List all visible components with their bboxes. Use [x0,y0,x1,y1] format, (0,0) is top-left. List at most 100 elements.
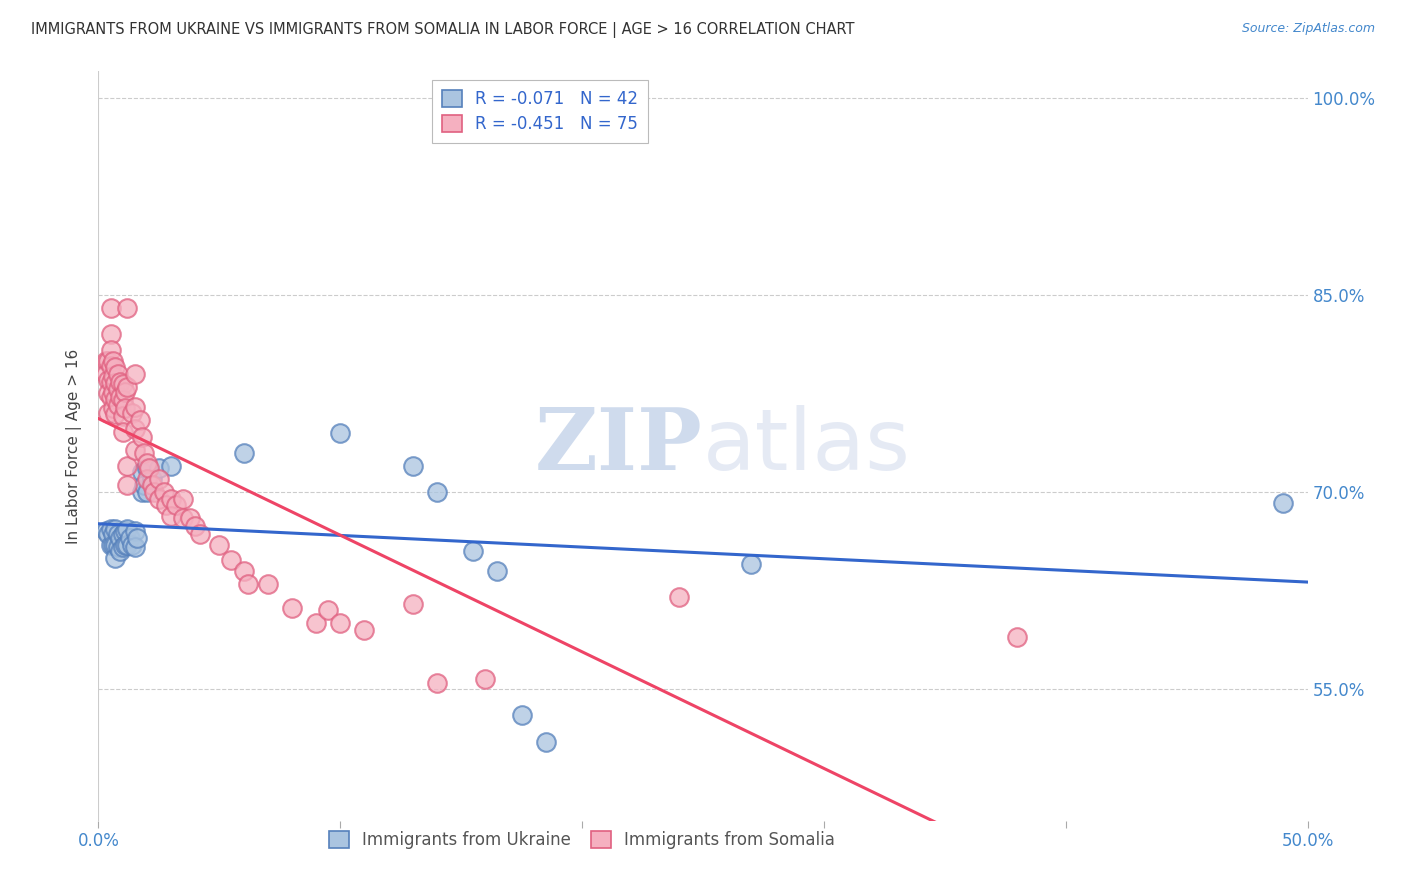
Point [111,409,134,423]
Point [111,527,134,541]
Point [104,408,127,422]
Point [94,353,117,368]
Point [188,527,211,541]
Point [101,538,124,552]
Point [131,485,153,500]
Point [101,353,124,368]
Point [134,478,156,492]
Point [155,498,177,512]
Point [232,445,254,459]
Point [108,531,131,545]
Point [135,472,157,486]
Point [108,544,131,558]
Point [329,616,352,631]
Point [148,491,170,506]
Point [426,675,449,690]
Text: Source: ZipAtlas.com: Source: ZipAtlas.com [1241,22,1375,36]
Point [402,597,425,611]
Point [100,522,122,536]
Point [143,485,166,500]
Point [104,360,127,375]
Point [124,524,146,539]
Point [100,538,122,552]
Legend: Immigrants from Ukraine, Immigrants from Somalia: Immigrants from Ukraine, Immigrants from… [321,822,844,857]
Point [208,538,231,552]
Point [111,425,134,439]
Point [104,538,127,552]
Point [281,600,304,615]
Point [124,442,146,457]
Point [463,544,485,558]
Point [107,527,129,541]
Point [124,400,146,414]
Point [101,385,124,400]
Point [104,376,127,390]
Point [104,392,127,406]
Point [117,478,139,492]
Point [108,375,131,389]
Point [114,385,136,400]
Point [221,553,243,567]
Point [135,461,157,475]
Point [101,369,124,384]
Point [97,353,120,368]
Point [1272,495,1295,509]
Point [117,538,139,552]
Text: ZIP: ZIP [536,404,703,488]
Point [668,590,690,604]
Point [117,458,139,473]
Point [141,478,163,492]
Point [184,519,207,533]
Point [114,538,136,552]
Point [124,540,146,554]
Point [131,465,153,479]
Point [353,623,375,637]
Point [238,577,260,591]
Point [329,425,352,440]
Point [107,540,129,554]
Point [534,735,557,749]
Point [117,301,139,315]
Point [97,386,120,401]
Point [256,577,278,591]
Point [152,485,174,500]
Point [111,392,134,407]
Point [97,373,120,387]
Y-axis label: In Labor Force | Age > 16: In Labor Force | Age > 16 [66,349,83,543]
Point [148,472,170,486]
Point [97,406,120,420]
Point [111,377,134,392]
Point [101,401,124,415]
Point [148,461,170,475]
Point [94,367,117,381]
Text: IMMIGRANTS FROM UKRAINE VS IMMIGRANTS FROM SOMALIA IN LABOR FORCE | AGE > 16 COR: IMMIGRANTS FROM UKRAINE VS IMMIGRANTS FR… [31,22,855,38]
Point [128,413,150,427]
Point [104,550,127,565]
Point [107,398,129,412]
Point [1007,630,1029,644]
Point [114,524,136,539]
Point [134,445,156,459]
Point [97,527,120,541]
Point [316,603,339,617]
Point [121,538,143,552]
Point [94,524,117,539]
Point [111,540,134,554]
Point [474,672,496,686]
Point [121,406,143,420]
Point [118,531,141,545]
Point [172,491,194,506]
Point [108,390,131,404]
Point [127,531,149,545]
Point [100,359,122,373]
Point [114,401,136,415]
Point [131,430,153,444]
Point [232,564,254,578]
Point [100,390,122,404]
Point [179,511,201,525]
Point [486,564,509,578]
Point [305,616,328,631]
Point [160,458,183,473]
Point [172,511,194,525]
Point [740,558,762,572]
